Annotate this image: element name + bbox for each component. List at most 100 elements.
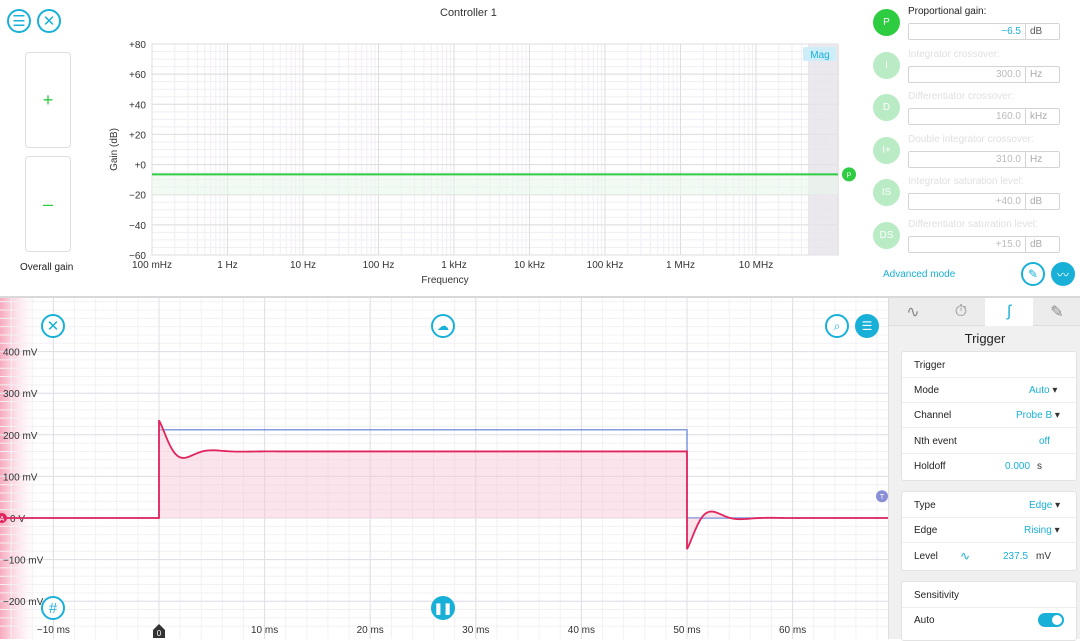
x-tick-label: 10 ms	[251, 625, 278, 636]
notes-button[interactable]: ✎	[1021, 262, 1045, 286]
x-tick-label: 100 mHz	[132, 260, 172, 271]
x-tick-label: 30 ms	[462, 625, 489, 636]
advanced-mode-link[interactable]: Advanced mode	[883, 269, 956, 280]
nth-event-value[interactable]: off	[1039, 436, 1050, 447]
x-tick-label: −10 ms	[37, 625, 70, 636]
y-tick-label: −200 mV	[3, 597, 44, 608]
zoom-button[interactable]: ⌕	[825, 314, 849, 338]
tab-measure[interactable]: ✎	[1033, 298, 1080, 326]
controller-title: Controller 1	[440, 7, 497, 19]
holdoff-value[interactable]: 0.000	[1005, 461, 1031, 472]
param-label: Differentiator saturation level:	[908, 219, 1038, 230]
sensitivity-title: Sensitivity	[914, 590, 960, 601]
level-value[interactable]: 237.5	[1003, 551, 1029, 562]
y-tick-label: −40	[129, 221, 146, 232]
close-icon: ✕	[42, 13, 56, 30]
gain-increase-button[interactable]: +	[25, 52, 71, 148]
x-tick-label: 100 kHz	[587, 260, 624, 271]
cloud-upload-button[interactable]: ☁	[431, 314, 455, 338]
pause-icon: ❚❚	[433, 602, 453, 615]
param-label: Differentiator crossover:	[908, 91, 1014, 102]
mode-select[interactable]: Auto ▾	[1029, 385, 1058, 396]
scope-close-button[interactable]: ✕	[41, 314, 65, 338]
probe-trace-fill	[159, 420, 888, 550]
oscilloscope-panel: 400 mV 300 mV 200 mV 100 mV 0 V −100 mV −200 m…	[0, 296, 1080, 641]
menu-icon: ☰	[12, 13, 26, 30]
param-value-field[interactable]: 160.0 kHz	[908, 108, 1060, 125]
close-button[interactable]: ✕	[37, 9, 61, 33]
grid-button[interactable]: #	[41, 596, 65, 620]
y-tick-label: +60	[129, 70, 146, 81]
param-value-field[interactable]: +15.0 dB	[908, 236, 1060, 253]
out-of-range-shade	[808, 44, 838, 255]
y-tick-label: +40	[129, 100, 146, 111]
bode-plot[interactable]: 100 mHz 1 Hz 10 Hz 100 Hz 1 kHz 10 kHz 100 kHz…	[100, 30, 860, 292]
channel-select[interactable]: Probe B ▾	[1016, 410, 1060, 421]
overall-gain-label: Overall gain	[20, 262, 74, 273]
holdoff-label: Holdoff	[914, 461, 946, 472]
document-edit-icon: ✎	[1027, 267, 1039, 281]
controller-panel: ☰ ✕ + – Overall gain Controller 1 100 mH…	[0, 0, 1080, 296]
trend-icon: 〰	[1056, 267, 1069, 282]
channel-a-label: A	[0, 516, 5, 523]
param-is-button[interactable]: IS	[873, 179, 900, 206]
y-tick-label: −100 mV	[3, 556, 44, 567]
param-value-field[interactable]: 310.0 Hz	[908, 151, 1060, 168]
x-tick-label: 10 kHz	[514, 260, 545, 271]
sidebar-tabs: ∿ ⏱ ʃ ✎	[889, 298, 1080, 326]
pause-button[interactable]: ❚❚	[431, 596, 455, 620]
sensitivity-section: Sensitivity Auto	[901, 581, 1077, 641]
x-tick-label: 50 ms	[673, 625, 700, 636]
mag-label: Mag	[810, 50, 829, 61]
trigger-sidebar: ∿ ⏱ ʃ ✎ Trigger Trigger Mode Auto ▾ Chan…	[888, 298, 1080, 641]
trigger-section: Trigger Mode Auto ▾ Channel Probe B ▾ Nt…	[901, 351, 1077, 481]
x-tick-label: 10 MHz	[739, 260, 773, 271]
param-unit: dB	[1025, 237, 1042, 252]
p-marker	[842, 167, 856, 182]
param-unit: dB	[1025, 194, 1042, 209]
param-d-button[interactable]: D	[873, 94, 900, 121]
y-tick-label: −60	[129, 251, 146, 262]
mag-badge	[803, 47, 836, 61]
cloud-upload-icon: ☁	[437, 319, 449, 333]
edge-select[interactable]: Rising ▾	[1024, 525, 1060, 536]
param-iplus-button[interactable]: I+	[873, 137, 900, 164]
x-tick-label: 1 MHz	[666, 260, 695, 271]
probe-trace	[0, 419, 888, 550]
type-select[interactable]: Edge ▾	[1029, 500, 1061, 511]
param-value-field[interactable]: 300.0 Hz	[908, 66, 1060, 83]
tab-timebase[interactable]: ⏱	[937, 298, 985, 326]
param-label: Integrator saturation level:	[908, 176, 1024, 187]
tab-waveform[interactable]: ∿	[889, 298, 937, 326]
level-label: Level	[914, 551, 938, 562]
param-value: +15.0	[995, 239, 1021, 250]
param-value-field[interactable]: −6.5 dB	[908, 23, 1060, 40]
channel-label: Channel	[914, 410, 952, 421]
scope-plot[interactable]: 400 mV 300 mV 200 mV 100 mV 0 V −100 mV −200 m…	[0, 298, 888, 639]
menu-button[interactable]: ☰	[7, 9, 31, 33]
stopwatch-icon: ⏱	[954, 303, 968, 320]
param-value-field[interactable]: +40.0 dB	[908, 193, 1060, 210]
auto-sensitivity-label: Auto	[914, 615, 935, 626]
param-ds-button[interactable]: DS	[873, 222, 900, 249]
x-tick-label: 1 kHz	[441, 260, 467, 271]
param-i-button[interactable]: I	[873, 52, 900, 79]
x-tick-label: 40 ms	[568, 625, 595, 636]
y-tick-label: 300 mV	[3, 389, 38, 400]
x-axis-label: Frequency	[421, 275, 468, 286]
trigger-edge-icon: ʃ	[1007, 303, 1011, 320]
auto-sensitivity-toggle[interactable]	[1038, 613, 1064, 627]
settings-sliders-button[interactable]: ☰	[855, 314, 879, 338]
type-section: Type Edge ▾ Edge Rising ▾ Level ∿ 237.5 …	[901, 491, 1077, 571]
type-label: Type	[914, 500, 936, 511]
sine-wave-icon: ∿	[960, 549, 971, 563]
param-p-button[interactable]: P	[873, 9, 900, 36]
tab-trigger[interactable]: ʃ	[985, 298, 1033, 326]
level-unit: mV	[1036, 551, 1051, 562]
gain-decrease-button[interactable]: –	[25, 156, 71, 252]
gain-fill	[152, 174, 838, 195]
y-tick-label: −20	[129, 191, 146, 202]
x-tick-label: 60 ms	[779, 625, 806, 636]
plot-button[interactable]: 〰	[1051, 262, 1075, 286]
y-tick-label: +80	[129, 40, 146, 51]
